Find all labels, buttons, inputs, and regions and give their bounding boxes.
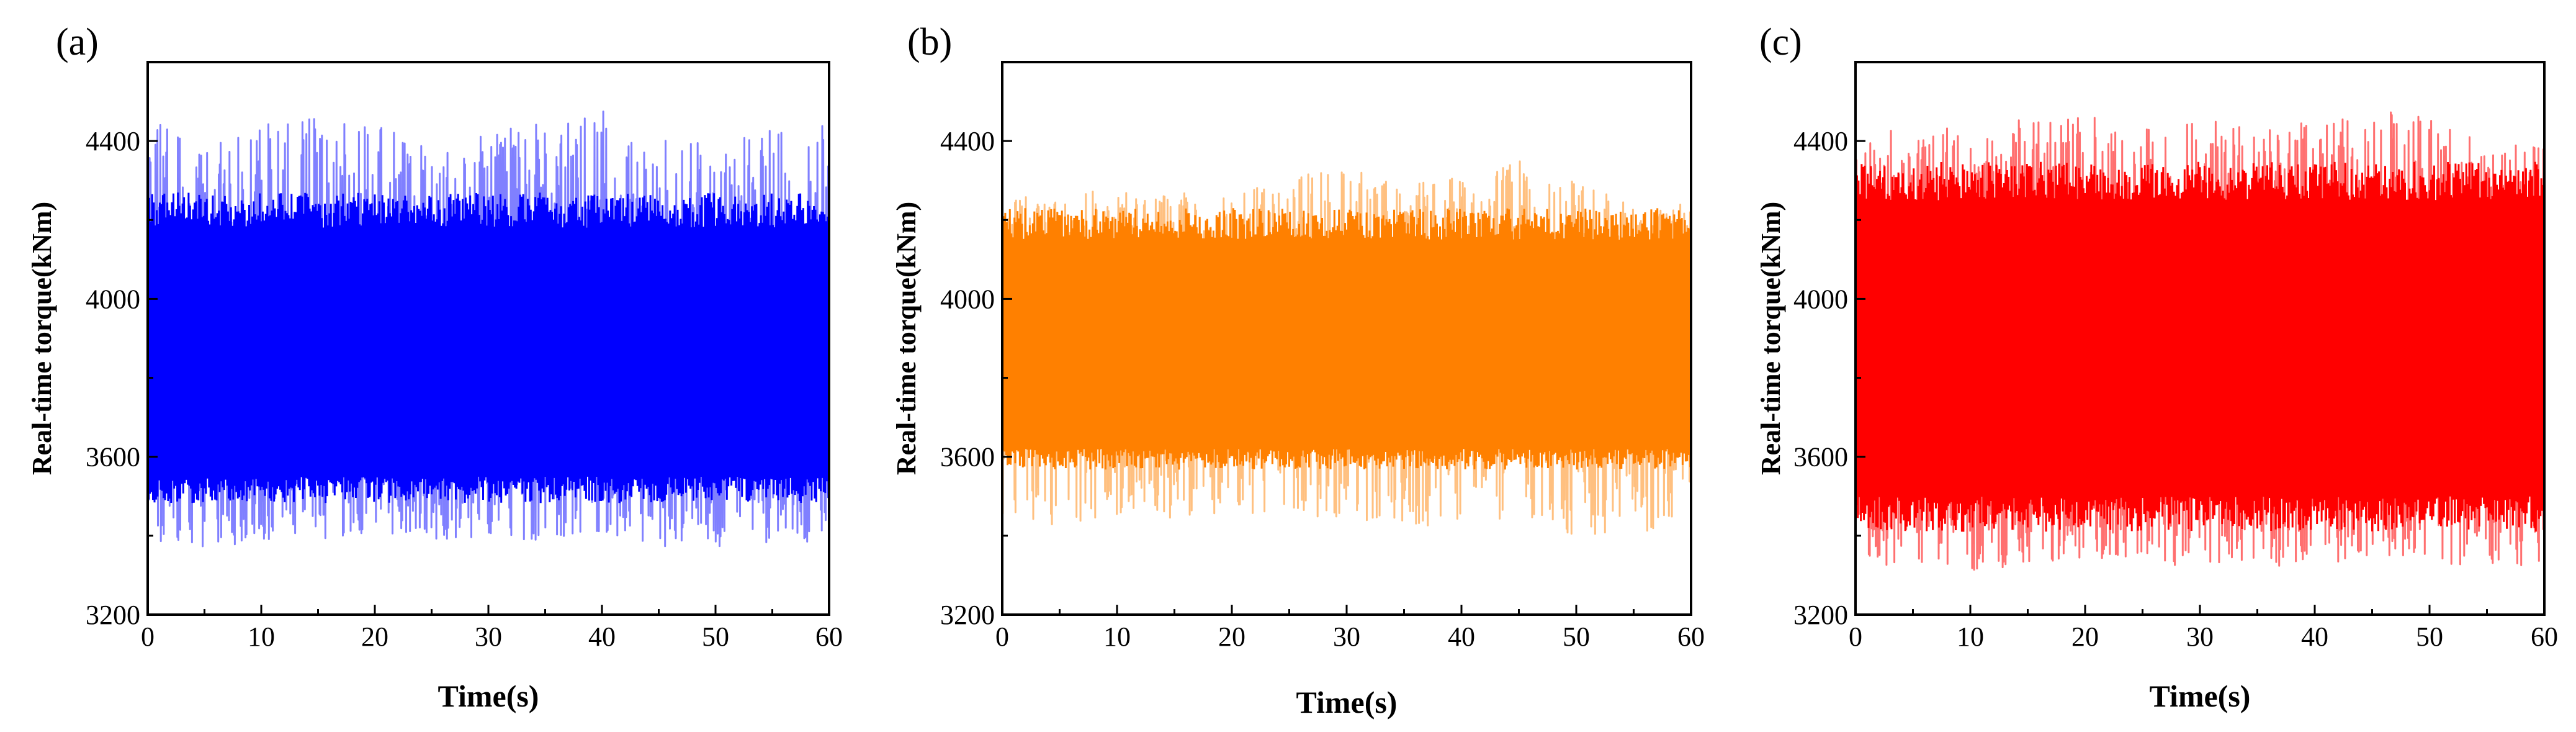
panel-a-y-axis-title: Real-time torque(kNm) xyxy=(27,202,57,475)
panel-a-x-tick-label: 20 xyxy=(361,621,388,652)
panel-a-series xyxy=(146,111,830,548)
panel-b-y-tick-label: 4400 xyxy=(940,126,995,156)
panel-c-series-line xyxy=(1854,161,2546,532)
panel-a-series-line xyxy=(146,192,830,504)
panel-c-y-tick-label: 3200 xyxy=(1793,600,1848,630)
panel-b-x-tick-label: 20 xyxy=(1218,621,1245,652)
panel-c-y-axis-title: Real-time torque(kNm) xyxy=(1756,202,1786,475)
panel-c-label: (c) xyxy=(1759,21,1802,63)
panel-c-series xyxy=(1854,111,2546,571)
panel-b-x-tick-label: 10 xyxy=(1103,621,1131,652)
panel-b-y-axis-title: Real-time torque(kNm) xyxy=(891,202,922,475)
panel-c-x-tick-label: 50 xyxy=(2416,621,2443,652)
panel-a-x-tick-label: 50 xyxy=(702,621,729,652)
panel-c-y-tick-label: 4400 xyxy=(1793,126,1848,156)
panel-a-x-tick-label: 0 xyxy=(141,621,155,652)
panel-c-x-tick-label: 20 xyxy=(2071,621,2099,652)
panel-a-x-tick-label: 40 xyxy=(588,621,616,652)
panel-c: (c) 0 10 20 30 40 50 60 3200 3600 4000 4400 Time(s… xyxy=(1756,21,2558,713)
panel-b-x-tick-label: 60 xyxy=(1677,621,1705,652)
panel-b-label: (b) xyxy=(907,21,952,63)
panel-b-y-tick-label: 3600 xyxy=(940,442,995,472)
panel-a-y-tick-label: 3200 xyxy=(86,600,140,630)
panel-b-series-line xyxy=(1001,208,1692,470)
panel-a-y-tick-label: 4400 xyxy=(86,126,140,156)
panel-c-x-axis-title: Time(s) xyxy=(2150,679,2251,713)
panel-b-x-tick-label: 40 xyxy=(1448,621,1475,652)
panel-c-ticks: 0 10 20 30 40 50 60 3200 3600 4000 4400 xyxy=(1793,61,2558,652)
panel-c-y-tick-label: 4000 xyxy=(1793,284,1848,314)
panel-b-x-tick-label: 50 xyxy=(1563,621,1590,652)
panel-c-y-tick-label: 3600 xyxy=(1793,442,1848,472)
panel-a-x-tick-label: 10 xyxy=(248,621,275,652)
panel-b-x-tick-label: 30 xyxy=(1333,621,1360,652)
panel-b-x-axis-title: Time(s) xyxy=(1296,685,1398,720)
panel-a-label: (a) xyxy=(56,21,99,63)
panel-b-y-tick-label: 4000 xyxy=(940,284,995,314)
panel-c-x-tick-label: 0 xyxy=(1849,621,1862,652)
panel-a: (a) 0 10 20 30 40 50 60 3200 3600 4000 4400 Time(s… xyxy=(27,21,843,713)
panel-a-x-tick-label: 30 xyxy=(475,621,502,652)
panel-a-x-axis-title: Time(s) xyxy=(438,679,539,713)
panel-a-y-tick-label: 4000 xyxy=(86,284,140,314)
panel-a-ticks: 0 10 20 30 40 50 60 3200 3600 4000 4400 xyxy=(86,61,843,652)
panel-a-y-tick-label: 3600 xyxy=(86,442,140,472)
panel-c-x-tick-label: 30 xyxy=(2186,621,2214,652)
panel-c-x-tick-label: 60 xyxy=(2531,621,2558,652)
panel-a-x-tick-label: 60 xyxy=(815,621,843,652)
panel-b-x-tick-label: 0 xyxy=(995,621,1009,652)
panel-b-y-tick-label: 3200 xyxy=(940,600,995,630)
panel-c-x-tick-label: 40 xyxy=(2301,621,2328,652)
panel-c-x-tick-label: 10 xyxy=(1957,621,1984,652)
panel-b-series xyxy=(1001,160,1692,535)
panel-b-ticks: 0 10 20 30 40 50 60 3200 3600 4000 4400 xyxy=(940,61,1705,652)
panel-b: (b) 0 10 20 30 40 50 60 3200 3600 4000 4400 Time(s… xyxy=(891,21,1705,720)
